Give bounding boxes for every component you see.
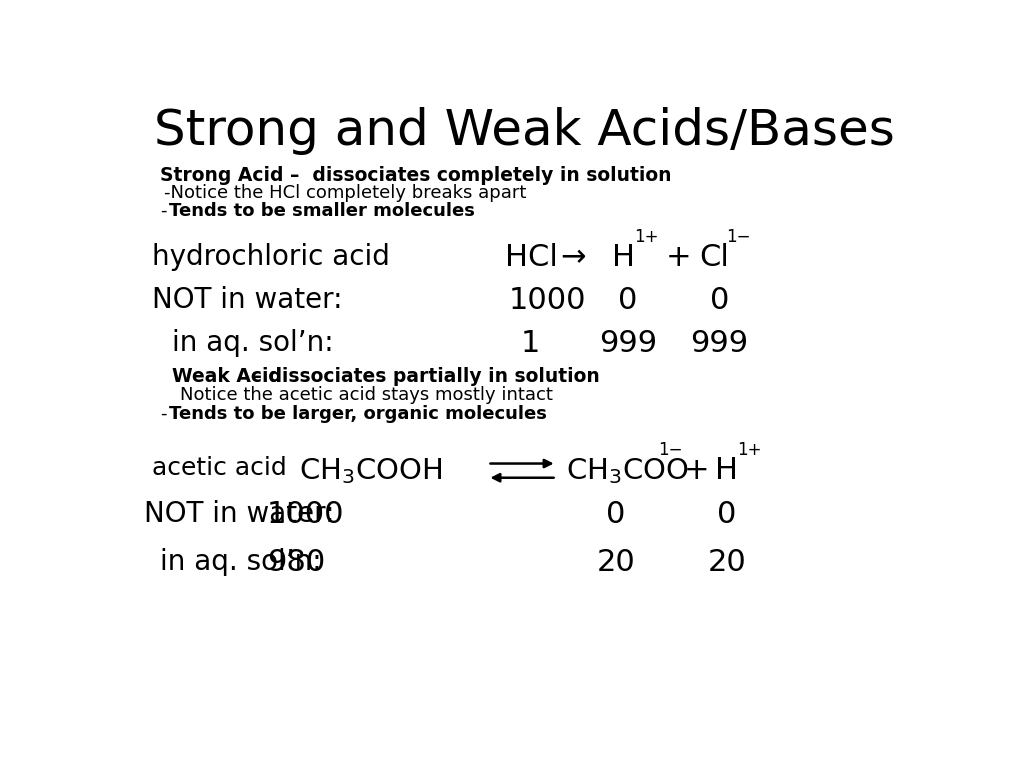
Text: 980: 980: [267, 548, 326, 577]
Text: 1000: 1000: [509, 286, 587, 315]
Text: 999: 999: [690, 329, 749, 358]
Text: Cl: Cl: [699, 243, 729, 272]
Text: 1−: 1−: [726, 228, 751, 247]
Text: 0: 0: [718, 500, 737, 529]
Text: Strong and Weak Acids/Bases: Strong and Weak Acids/Bases: [155, 107, 895, 155]
Text: -Notice the HCl completely breaks apart: -Notice the HCl completely breaks apart: [164, 184, 526, 202]
Text: Notice the acetic acid stays mostly intact: Notice the acetic acid stays mostly inta…: [179, 386, 553, 404]
Text: +: +: [684, 456, 710, 485]
Text: HCl: HCl: [505, 243, 558, 272]
Text: acetic acid: acetic acid: [152, 456, 287, 480]
Text: →: →: [560, 243, 586, 272]
Text: 20: 20: [597, 548, 636, 577]
Text: – dissociates partially in solution: – dissociates partially in solution: [246, 367, 600, 386]
Text: H: H: [715, 456, 738, 485]
Text: NOT in water:: NOT in water:: [143, 500, 335, 528]
Text: $\mathregular{CH_3COO}$: $\mathregular{CH_3COO}$: [566, 456, 689, 485]
Text: in aq. sol’n:: in aq. sol’n:: [160, 548, 322, 575]
Text: H: H: [612, 243, 635, 272]
Text: 999: 999: [599, 329, 657, 358]
Text: Weak Acid: Weak Acid: [172, 367, 282, 386]
Text: -: -: [160, 201, 166, 220]
Text: 0: 0: [606, 500, 626, 529]
Text: $\mathregular{CH_3COOH}$: $\mathregular{CH_3COOH}$: [299, 456, 442, 485]
Text: 0: 0: [618, 286, 638, 315]
Text: 1000: 1000: [267, 500, 344, 529]
Text: 0: 0: [710, 286, 729, 315]
Text: 1+: 1+: [634, 228, 658, 247]
Text: in aq. sol’n:: in aq. sol’n:: [172, 329, 333, 356]
Text: 1+: 1+: [737, 441, 762, 459]
Text: Strong Acid –  dissociates completely in solution: Strong Acid – dissociates completely in …: [160, 166, 672, 185]
Text: Tends to be smaller molecules: Tends to be smaller molecules: [169, 201, 475, 220]
Text: Tends to be larger, organic molecules: Tends to be larger, organic molecules: [169, 405, 547, 423]
Text: hydrochloric acid: hydrochloric acid: [152, 243, 390, 271]
Text: -: -: [160, 405, 166, 423]
Text: 20: 20: [708, 548, 746, 577]
Text: +: +: [666, 243, 691, 272]
Text: 1: 1: [521, 329, 541, 358]
Text: NOT in water:: NOT in water:: [152, 286, 342, 314]
Text: 1−: 1−: [658, 441, 683, 459]
